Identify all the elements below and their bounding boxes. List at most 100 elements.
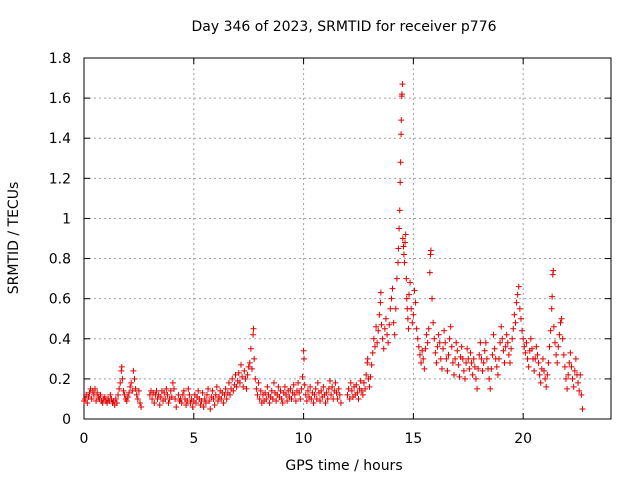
- data-point: [503, 331, 510, 338]
- data-point: [91, 385, 98, 392]
- data-point: [303, 397, 310, 404]
- data-point: [317, 397, 324, 404]
- data-point: [444, 367, 451, 374]
- data-point: [164, 391, 171, 398]
- data-point: [479, 367, 486, 374]
- data-point: [459, 355, 466, 362]
- data-point: [469, 371, 476, 378]
- data-point: [453, 339, 460, 346]
- data-point: [423, 331, 430, 338]
- data-point: [549, 293, 556, 300]
- data-point: [252, 375, 259, 382]
- data-point: [460, 367, 467, 374]
- data-point: [163, 385, 170, 392]
- data-point: [472, 375, 479, 382]
- data-point: [550, 267, 557, 274]
- data-point: [446, 335, 453, 342]
- data-point: [185, 385, 192, 392]
- data-point: [146, 391, 153, 398]
- data-point: [312, 385, 319, 392]
- data-point: [256, 395, 263, 402]
- data-point: [548, 305, 555, 312]
- data-point: [353, 381, 360, 388]
- data-point: [179, 391, 186, 398]
- data-point: [313, 395, 320, 402]
- data-point: [295, 379, 302, 386]
- data-point: [262, 389, 269, 396]
- data-point: [410, 311, 417, 318]
- data-point: [206, 397, 213, 404]
- data-point: [279, 399, 286, 406]
- data-point: [401, 259, 408, 266]
- data-point: [123, 397, 130, 404]
- x-tick-label: 0: [80, 431, 89, 447]
- data-points: [81, 81, 586, 412]
- data-point: [396, 225, 403, 232]
- data-point: [568, 363, 575, 370]
- data-point: [405, 325, 412, 332]
- data-point: [395, 259, 402, 266]
- data-point: [437, 355, 444, 362]
- data-point: [101, 393, 108, 400]
- data-point: [419, 347, 426, 354]
- data-point: [346, 395, 353, 402]
- data-point: [186, 391, 193, 398]
- data-point: [434, 343, 441, 350]
- data-point: [292, 397, 299, 404]
- data-point: [384, 331, 391, 338]
- data-point: [467, 349, 474, 356]
- data-point: [539, 355, 546, 362]
- data-point: [138, 403, 145, 410]
- data-point: [268, 387, 275, 394]
- data-point: [536, 371, 543, 378]
- data-point: [124, 393, 131, 400]
- data-point: [322, 399, 329, 406]
- data-point: [218, 395, 225, 402]
- data-point: [374, 339, 381, 346]
- data-point: [136, 399, 143, 406]
- data-point: [241, 367, 248, 374]
- y-tick-label: 1: [62, 211, 71, 227]
- data-point: [90, 391, 97, 398]
- data-point: [480, 359, 487, 366]
- data-point: [397, 159, 404, 166]
- data-point: [335, 385, 342, 392]
- data-point: [414, 335, 421, 342]
- data-point: [576, 387, 583, 394]
- data-point: [197, 401, 204, 408]
- data-point: [242, 375, 249, 382]
- data-point: [407, 279, 414, 286]
- data-point: [297, 395, 304, 402]
- data-point: [298, 385, 305, 392]
- data-point: [561, 363, 568, 370]
- data-point: [465, 355, 472, 362]
- x-tick-label: 5: [189, 431, 198, 447]
- data-point: [168, 393, 175, 400]
- data-point: [402, 231, 409, 238]
- data-point: [424, 339, 431, 346]
- data-point: [454, 347, 461, 354]
- data-point: [115, 391, 122, 398]
- data-point: [501, 359, 508, 366]
- data-point: [277, 387, 284, 394]
- data-point: [156, 401, 163, 408]
- chart-title: Day 346 of 2023, SRMTID for receiver p77…: [191, 19, 496, 35]
- data-point: [554, 359, 561, 366]
- data-point: [314, 379, 321, 386]
- data-point: [489, 351, 496, 358]
- data-point: [169, 379, 176, 386]
- data-point: [300, 347, 307, 354]
- data-point: [463, 359, 470, 366]
- data-point: [363, 371, 370, 378]
- data-point: [377, 289, 384, 296]
- data-point: [531, 367, 538, 374]
- data-point: [449, 359, 456, 366]
- data-point: [443, 355, 450, 362]
- data-point: [377, 299, 384, 306]
- data-point: [328, 391, 335, 398]
- data-point: [358, 387, 365, 394]
- data-point: [579, 405, 586, 412]
- data-point: [288, 395, 295, 402]
- data-point: [332, 379, 339, 386]
- data-point: [247, 345, 254, 352]
